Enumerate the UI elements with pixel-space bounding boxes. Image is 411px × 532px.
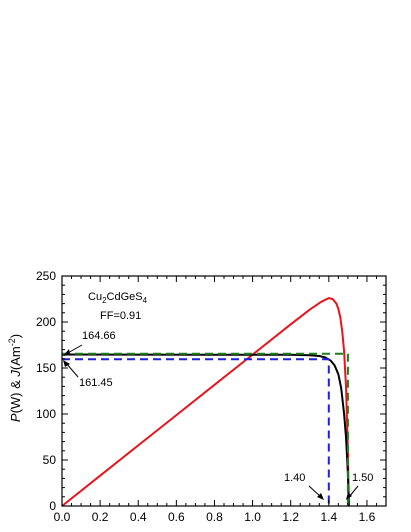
x-tick-label: 0.2 (92, 510, 109, 524)
y-tick-label: 0 (49, 499, 56, 513)
y-tick-label: 250 (36, 269, 56, 283)
x-tick-label: 0.0 (54, 510, 71, 524)
annotation-jsc-sq: 161.45 (63, 360, 113, 389)
series-line-0 (61, 297, 350, 507)
y-axis-label: P(W) & J(Am-2) (7, 334, 23, 422)
y-axis-ticks: 0 50 100 150 200 250 (36, 269, 386, 513)
fill-factor-label: FF=0.91 (100, 310, 141, 322)
annotation-arrow (65, 362, 79, 378)
annotation-label: 161.45 (79, 377, 113, 389)
x-tick-label: 1.4 (320, 510, 337, 524)
annotation-jsc-pv: 164.66 (63, 330, 116, 356)
annotation-arrowhead (63, 349, 70, 356)
x-tick-label: 0.6 (168, 510, 185, 524)
x-tick-label: 0.8 (206, 510, 223, 524)
x-tick-label: 0.4 (130, 510, 147, 524)
annotation-arrowhead (63, 360, 70, 367)
annotation-label: 164.66 (82, 330, 116, 342)
y-tick-label: 50 (43, 453, 57, 467)
x-tick-label: 1.6 (359, 510, 376, 524)
annotation-label: 1.50 (352, 472, 373, 484)
y-tick-label: 150 (36, 361, 56, 375)
annotation-voc-pv: 1.40 (284, 472, 324, 500)
compound-label: Cu2CdGeS4 (88, 291, 148, 305)
annotation-voc-sq: 1.50 (346, 472, 373, 500)
annotation-label: 1.40 (284, 472, 305, 484)
annotation-arrowhead (346, 492, 352, 500)
series-line-3 (62, 358, 330, 506)
y-tick-label: 200 (36, 315, 56, 329)
x-tick-label: 1.2 (282, 510, 299, 524)
y-tick-label: 100 (36, 407, 56, 421)
x-axis-ticks: 0.0 0.2 0.4 0.6 0.8 1.0 1.2 1.4 1.6 (54, 276, 387, 524)
plot-lines (61, 297, 350, 507)
annotation-arrowhead (317, 493, 324, 500)
x-tick-label: 1.0 (244, 510, 261, 524)
series-line-2 (62, 352, 349, 506)
series-line-1 (61, 353, 350, 507)
